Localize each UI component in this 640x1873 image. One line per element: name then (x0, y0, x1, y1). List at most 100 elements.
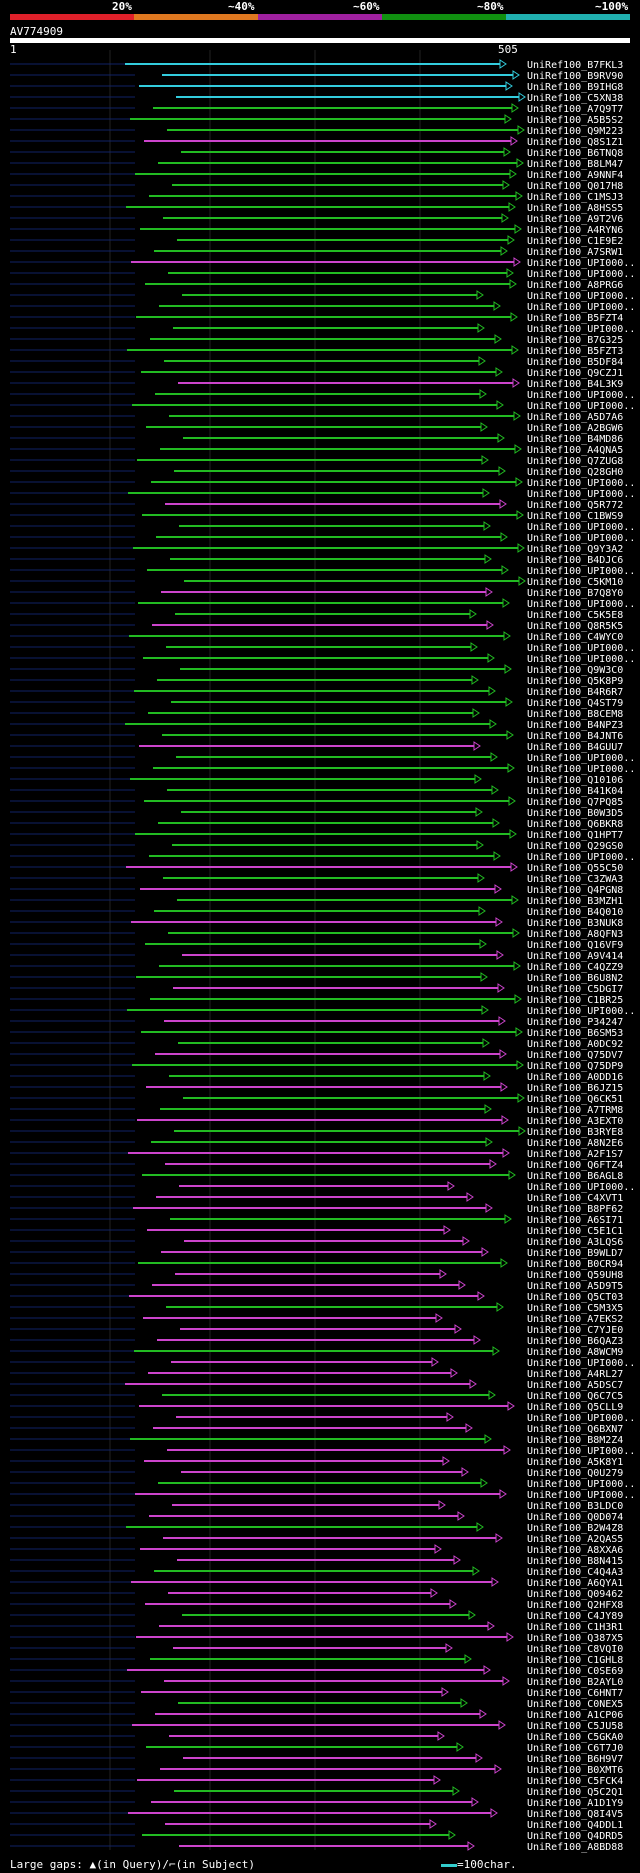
hit-label[interactable]: UniRef100_B5FZT3 (527, 346, 623, 357)
hit-label[interactable]: UniRef100_Q4DDL1 (527, 1820, 623, 1831)
hit-label[interactable]: UniRef100_C5JU58 (527, 1721, 623, 1732)
hit-label[interactable]: UniRef100_UPI000.. (527, 291, 635, 302)
hit-label[interactable]: UniRef100_Q8S1Z1 (527, 137, 623, 148)
hit-label[interactable]: UniRef100_Q5CLL9 (527, 1402, 623, 1413)
hit-label[interactable]: UniRef100_C7YJE0 (527, 1325, 623, 1336)
hit-label[interactable]: UniRef100_A1D1Y9 (527, 1798, 623, 1809)
hit-label[interactable]: UniRef100_UPI000.. (527, 753, 635, 764)
hit-label[interactable]: UniRef100_P34247 (527, 1017, 623, 1028)
hit-label[interactable]: UniRef100_UPI000.. (527, 1490, 635, 1501)
hit-label[interactable]: UniRef100_B7Q8Y0 (527, 588, 623, 599)
hit-label[interactable]: UniRef100_UPI000.. (527, 258, 635, 269)
hit-label[interactable]: UniRef100_Q9M223 (527, 126, 623, 137)
hit-label[interactable]: UniRef100_A4RYN6 (527, 225, 623, 236)
hit-label[interactable]: UniRef100_B6QAZ3 (527, 1336, 623, 1347)
hit-label[interactable]: UniRef100_C4JY89 (527, 1611, 623, 1622)
hit-label[interactable]: UniRef100_A9NNF4 (527, 170, 623, 181)
hit-label[interactable]: UniRef100_B5FZT4 (527, 313, 623, 324)
hit-label[interactable]: UniRef100_B8N415 (527, 1556, 623, 1567)
hit-label[interactable]: UniRef100_C5FCK4 (527, 1776, 623, 1787)
hit-label[interactable]: UniRef100_Q387X5 (527, 1633, 623, 1644)
hit-label[interactable]: UniRef100_C4XVT1 (527, 1193, 623, 1204)
hit-label[interactable]: UniRef100_B8LM47 (527, 159, 623, 170)
hit-label[interactable]: UniRef100_A7Q9T7 (527, 104, 623, 115)
hit-label[interactable]: UniRef100_UPI000.. (527, 654, 635, 665)
hit-label[interactable]: UniRef100_Q59UH8 (527, 1270, 623, 1281)
hit-label[interactable]: UniRef100_A7TRM8 (527, 1105, 623, 1116)
hit-label[interactable]: UniRef100_B4DJC6 (527, 555, 623, 566)
hit-label[interactable]: UniRef100_C5M3X5 (527, 1303, 623, 1314)
hit-label[interactable]: UniRef100_Q10106 (527, 775, 623, 786)
hit-label[interactable]: UniRef100_B41K04 (527, 786, 623, 797)
hit-label[interactable]: UniRef100_B4JNT6 (527, 731, 623, 742)
hit-label[interactable]: UniRef100_UPI000.. (527, 1006, 635, 1017)
hit-label[interactable]: UniRef100_B6AGL8 (527, 1171, 623, 1182)
hit-label[interactable]: UniRef100_Q6BXN7 (527, 1424, 623, 1435)
hit-label[interactable]: UniRef100_A7SRW1 (527, 247, 623, 258)
hit-label[interactable]: UniRef100_Q7ZUG8 (527, 456, 623, 467)
hit-label[interactable]: UniRef100_A1CP06 (527, 1710, 623, 1721)
hit-label[interactable]: UniRef100_C5XN38 (527, 93, 623, 104)
hit-label[interactable]: UniRef100_C4WYC0 (527, 632, 623, 643)
hit-label[interactable]: UniRef100_Q6CK51 (527, 1094, 623, 1105)
hit-label[interactable]: UniRef100_C3ZWA3 (527, 874, 623, 885)
hit-label[interactable]: UniRef100_UPI000.. (527, 269, 635, 280)
hit-label[interactable]: UniRef100_UPI000.. (527, 324, 635, 335)
hit-label[interactable]: UniRef100_B2AYL0 (527, 1677, 623, 1688)
hit-label[interactable]: UniRef100_B6JZ15 (527, 1083, 623, 1094)
hit-label[interactable]: UniRef100_B4R6R7 (527, 687, 623, 698)
hit-label[interactable]: UniRef100_Q6C7C5 (527, 1391, 623, 1402)
hit-label[interactable]: UniRef100_UPI000.. (527, 1413, 635, 1424)
hit-label[interactable]: UniRef100_C6HNT7 (527, 1688, 623, 1699)
hit-label[interactable]: UniRef100_UPI000.. (527, 478, 635, 489)
hit-label[interactable]: UniRef100_B0XMT6 (527, 1765, 623, 1776)
hit-label[interactable]: UniRef100_C1H3R1 (527, 1622, 623, 1633)
hit-label[interactable]: UniRef100_A6QYA1 (527, 1578, 623, 1589)
hit-label[interactable]: UniRef100_Q0D074 (527, 1512, 623, 1523)
hit-label[interactable]: UniRef100_C8VQI0 (527, 1644, 623, 1655)
hit-label[interactable]: UniRef100_A8XXA6 (527, 1545, 623, 1556)
hit-label[interactable]: UniRef100_B9IHG8 (527, 82, 623, 93)
hit-label[interactable]: UniRef100_UPI000.. (527, 1446, 635, 1457)
hit-label[interactable]: UniRef100_A9T2V6 (527, 214, 623, 225)
hit-label[interactable]: UniRef100_UPI000.. (527, 566, 635, 577)
hit-label[interactable]: UniRef100_A3EXT0 (527, 1116, 623, 1127)
hit-label[interactable]: UniRef100_A5D7A6 (527, 412, 623, 423)
hit-label[interactable]: UniRef100_A8N2E6 (527, 1138, 623, 1149)
hit-label[interactable]: UniRef100_A4RL27 (527, 1369, 623, 1380)
hit-label[interactable]: UniRef100_Q9W3C0 (527, 665, 623, 676)
hit-label[interactable]: UniRef100_A5DSC7 (527, 1380, 623, 1391)
hit-label[interactable]: UniRef100_C5KM10 (527, 577, 623, 588)
hit-label[interactable]: UniRef100_C0NEX5 (527, 1699, 623, 1710)
hit-label[interactable]: UniRef100_C4QZZ9 (527, 962, 623, 973)
hit-label[interactable]: UniRef100_Q75DV7 (527, 1050, 623, 1061)
hit-label[interactable]: UniRef100_B4MD86 (527, 434, 623, 445)
hit-label[interactable]: UniRef100_B6TNQ8 (527, 148, 623, 159)
hit-label[interactable]: UniRef100_A8HSS5 (527, 203, 623, 214)
hit-label[interactable]: UniRef100_B8CEM8 (527, 709, 623, 720)
hit-label[interactable]: UniRef100_A2F1S7 (527, 1149, 623, 1160)
hit-label[interactable]: UniRef100_B3RYE8 (527, 1127, 623, 1138)
hit-label[interactable]: UniRef100_A2QAS5 (527, 1534, 623, 1545)
hit-label[interactable]: UniRef100_A9V414 (527, 951, 623, 962)
hit-label[interactable]: UniRef100_B4GUU7 (527, 742, 623, 753)
hit-label[interactable]: UniRef100_Q0U279 (527, 1468, 623, 1479)
hit-label[interactable]: UniRef100_C5K5E8 (527, 610, 623, 621)
hit-label[interactable]: UniRef100_Q4PGN8 (527, 885, 623, 896)
hit-label[interactable]: UniRef100_Q4ST79 (527, 698, 623, 709)
hit-label[interactable]: UniRef100_UPI000.. (527, 522, 635, 533)
hit-label[interactable]: UniRef100_B9WLD7 (527, 1248, 623, 1259)
hit-label[interactable]: UniRef100_Q9Y3A2 (527, 544, 623, 555)
hit-label[interactable]: UniRef100_Q5K8P9 (527, 676, 623, 687)
hit-label[interactable]: UniRef100_B6U8N2 (527, 973, 623, 984)
hit-label[interactable]: UniRef100_A8PRG6 (527, 280, 623, 291)
hit-label[interactable]: UniRef100_A5B5S2 (527, 115, 623, 126)
hit-label[interactable]: UniRef100_UPI000.. (527, 533, 635, 544)
hit-label[interactable]: UniRef100_C1BWS9 (527, 511, 623, 522)
hit-label[interactable]: UniRef100_C4Q4A3 (527, 1567, 623, 1578)
hit-label[interactable]: UniRef100_A2BGW6 (527, 423, 623, 434)
hit-label[interactable]: UniRef100_C6T7J0 (527, 1743, 623, 1754)
hit-label[interactable]: UniRef100_A5K8Y1 (527, 1457, 623, 1468)
hit-label[interactable]: UniRef100_A7EKS2 (527, 1314, 623, 1325)
hit-label[interactable]: UniRef100_Q09462 (527, 1589, 623, 1600)
